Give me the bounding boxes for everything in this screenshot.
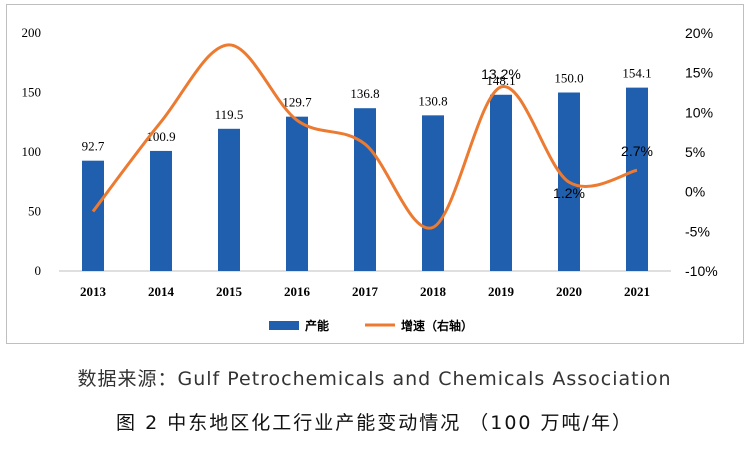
bar xyxy=(286,116,308,271)
legend-swatch-bar xyxy=(269,321,299,330)
bar-data-label: 136.8 xyxy=(350,86,379,101)
bar-data-label: 150.0 xyxy=(554,71,583,86)
y-left-tick-label: 100 xyxy=(22,144,42,159)
x-tick-label: 2020 xyxy=(556,284,582,299)
x-tick-label: 2015 xyxy=(216,284,243,299)
y-right-tick-label: -10% xyxy=(685,263,718,279)
legend-label-bar: 产能 xyxy=(305,318,329,333)
y-right-tick-label: 5% xyxy=(685,144,705,160)
y-right-tick-label: 10% xyxy=(685,104,713,120)
growth-line xyxy=(91,43,638,230)
y-right-tick-label: 0% xyxy=(685,184,705,200)
bar xyxy=(218,128,240,271)
x-tick-label: 2018 xyxy=(420,284,447,299)
bar-data-label: 92.7 xyxy=(82,139,105,154)
x-tick-label: 2021 xyxy=(624,284,650,299)
y-right-tick-label: -5% xyxy=(685,223,710,239)
y-left-tick-label: 50 xyxy=(28,204,41,219)
x-tick-label: 2013 xyxy=(80,284,107,299)
data-source-note: 数据来源：Gulf Petrochemicals and Chemicals A… xyxy=(77,368,672,390)
bar xyxy=(490,94,512,271)
line-data-label: 13.2% xyxy=(481,66,521,82)
legend-label-line: 增速（右轴） xyxy=(401,318,473,333)
x-tick-label: 2019 xyxy=(488,284,515,299)
y-left-tick-label: 0 xyxy=(35,263,42,278)
bar xyxy=(354,108,376,271)
x-tick-label: 2017 xyxy=(352,284,379,299)
x-tick-label: 2016 xyxy=(284,284,311,299)
bar xyxy=(422,115,444,272)
y-left-tick-label: 200 xyxy=(22,25,42,40)
bar-data-label: 119.5 xyxy=(215,107,244,122)
bar xyxy=(82,160,104,271)
bar-data-label: 129.7 xyxy=(282,95,312,110)
bar-data-label: 130.8 xyxy=(418,93,447,108)
y-left-tick-label: 150 xyxy=(22,85,42,100)
line-data-label: 2.7% xyxy=(621,143,653,159)
chart-frame: 0 50 100 150 200 -10% -5% 0% 5% 10% 15% 20% 92.7 2013… xyxy=(6,4,744,344)
y-right-tick-label: 15% xyxy=(685,65,713,81)
bar xyxy=(626,87,648,271)
x-tick-label: 2014 xyxy=(148,284,175,299)
bar-data-label: 148.1 xyxy=(486,73,515,88)
bar-data-label: 154.1 xyxy=(622,66,651,81)
chart-plot: 0 50 100 150 200 -10% -5% 0% 5% 10% 15% 20% 92.7 2013… xyxy=(22,25,718,333)
figure-title: 图 2 中东地区化工行业产能变动情况 （100 万吨/年） xyxy=(116,412,633,434)
bar xyxy=(150,150,172,271)
line-data-label: 1.2% xyxy=(553,185,585,201)
y-right-tick-label: 20% xyxy=(685,25,713,41)
